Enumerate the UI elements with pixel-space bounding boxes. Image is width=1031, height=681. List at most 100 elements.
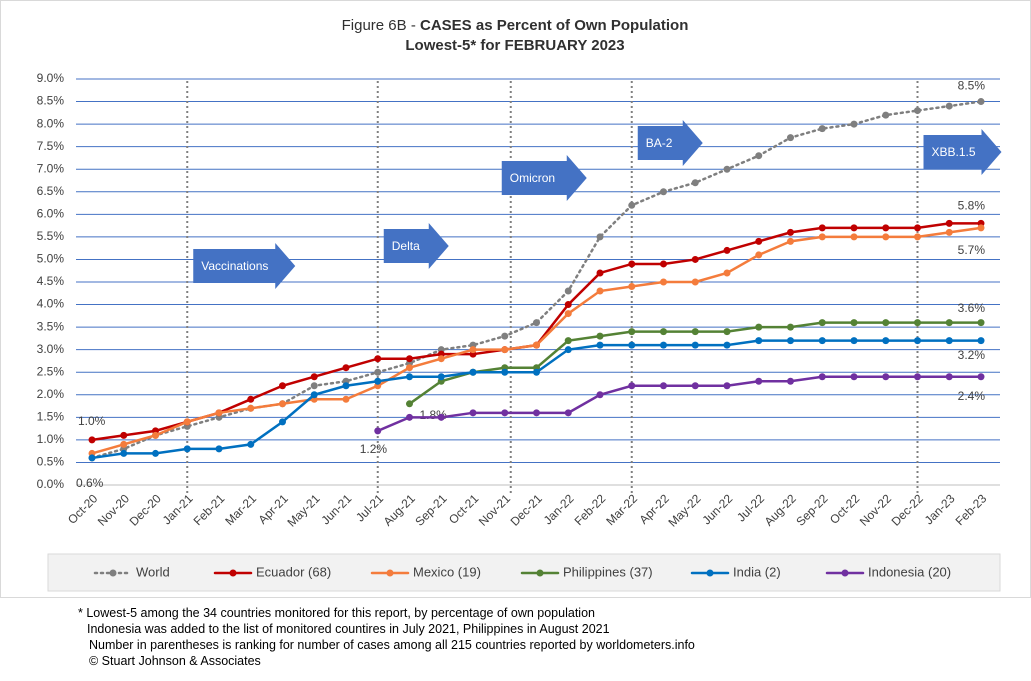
data-point xyxy=(374,427,382,435)
y-tick-label: 5.5% xyxy=(37,229,65,243)
y-tick-label: 1.0% xyxy=(37,432,65,446)
data-point xyxy=(914,233,921,241)
data-point xyxy=(596,269,604,277)
data-point xyxy=(437,373,445,381)
chart-title: Figure 6B - CASES as Percent of Own Popu… xyxy=(342,17,689,34)
data-point xyxy=(660,341,667,349)
data-point xyxy=(533,368,540,376)
data-point xyxy=(437,355,445,363)
event-label: XBB.1.5 xyxy=(932,145,976,159)
data-point xyxy=(882,224,890,232)
data-label: 1.0% xyxy=(78,414,106,428)
y-tick-label: 3.0% xyxy=(37,342,65,356)
data-point xyxy=(850,373,858,381)
data-point xyxy=(787,237,794,245)
data-label: 0.6% xyxy=(76,476,104,490)
data-point xyxy=(660,382,667,390)
data-point xyxy=(628,382,636,390)
data-point xyxy=(945,102,953,110)
data-point xyxy=(818,125,826,133)
data-point xyxy=(660,188,667,196)
data-point xyxy=(564,301,572,309)
data-point xyxy=(691,382,699,390)
data-point xyxy=(723,328,731,336)
legend-marker xyxy=(706,569,714,577)
data-point xyxy=(723,165,731,173)
legend-marker xyxy=(841,569,849,577)
data-point xyxy=(945,337,953,345)
data-point xyxy=(406,373,413,381)
data-point xyxy=(850,319,858,327)
event-label: BA-2 xyxy=(646,136,673,150)
data-point xyxy=(818,337,826,345)
data-point xyxy=(533,409,540,417)
data-point xyxy=(755,251,763,259)
data-point xyxy=(469,368,477,376)
y-tick-label: 6.0% xyxy=(37,207,65,221)
data-point xyxy=(88,454,96,462)
data-point xyxy=(596,332,604,340)
data-point xyxy=(564,310,572,318)
data-point xyxy=(787,337,794,345)
data-point xyxy=(691,255,699,263)
data-point xyxy=(406,400,413,408)
data-point xyxy=(406,355,413,363)
legend-marker xyxy=(386,569,394,577)
data-point xyxy=(628,328,636,336)
data-point xyxy=(120,449,128,457)
data-point xyxy=(787,323,794,331)
legend-label: World xyxy=(136,564,170,579)
data-point xyxy=(850,224,858,232)
data-point xyxy=(691,278,699,286)
event-arrow xyxy=(923,129,1002,175)
data-point xyxy=(787,377,794,385)
data-point xyxy=(723,382,731,390)
y-tick-label: 0.5% xyxy=(37,455,65,469)
y-tick-label: 9.0% xyxy=(37,71,65,85)
data-point xyxy=(660,260,667,268)
data-point xyxy=(247,404,255,412)
event-label: Delta xyxy=(392,239,420,253)
event-label: Vaccinations xyxy=(201,259,268,273)
data-point xyxy=(310,373,318,381)
data-point xyxy=(914,224,921,232)
event-arrow xyxy=(193,243,296,289)
data-point xyxy=(977,98,985,106)
data-point xyxy=(723,269,731,277)
data-point xyxy=(374,377,382,385)
data-point xyxy=(914,337,921,345)
data-point xyxy=(882,111,890,119)
data-point xyxy=(691,341,699,349)
data-point xyxy=(120,431,128,439)
legend-label: Philippines (37) xyxy=(563,564,653,579)
data-point xyxy=(818,233,826,241)
footnote: © Stuart Johnson & Associates xyxy=(89,654,261,668)
data-point xyxy=(215,409,223,417)
data-point xyxy=(501,332,509,340)
data-label: 8.5% xyxy=(958,79,986,93)
data-point xyxy=(914,373,921,381)
data-label: 5.7% xyxy=(958,243,986,257)
data-point xyxy=(564,287,572,295)
y-tick-label: 7.0% xyxy=(37,161,65,175)
data-point xyxy=(723,341,731,349)
data-point xyxy=(755,323,763,331)
legend-marker xyxy=(536,569,544,577)
y-tick-label: 6.5% xyxy=(37,184,65,198)
data-label: 3.6% xyxy=(958,301,986,315)
data-point xyxy=(469,409,477,417)
data-point xyxy=(691,328,699,336)
data-point xyxy=(183,418,191,426)
data-point xyxy=(882,319,890,327)
data-point xyxy=(374,368,382,376)
chart-subtitle: Lowest-5* for FEBRUARY 2023 xyxy=(405,37,624,54)
data-point xyxy=(501,368,509,376)
data-point xyxy=(596,341,604,349)
data-point xyxy=(342,395,350,403)
data-point xyxy=(88,436,96,444)
event-arrow xyxy=(501,155,587,201)
data-point xyxy=(501,346,509,354)
title-prefix: Figure 6B - xyxy=(342,17,420,34)
data-point xyxy=(977,224,985,232)
